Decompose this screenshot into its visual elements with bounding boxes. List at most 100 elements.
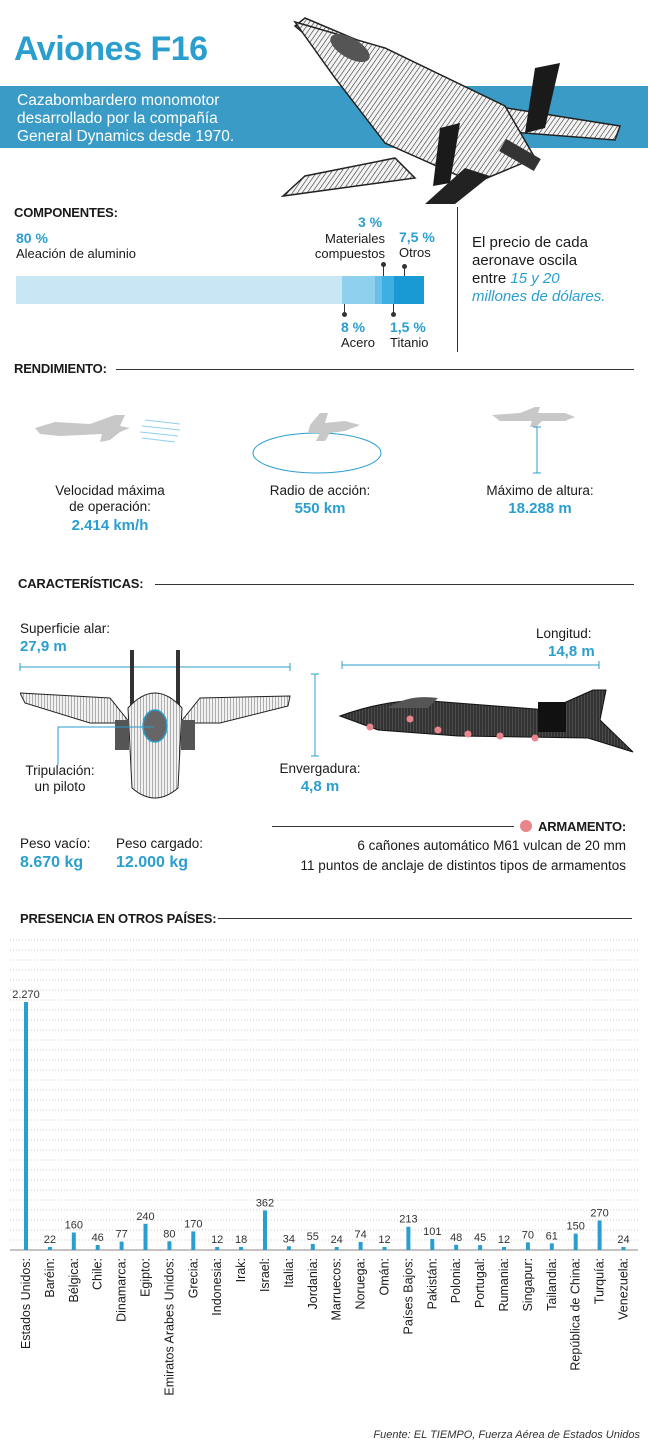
presence-bar-chart: 2.270 Estados Unidos: 22 Baréin: 160 Bélgica:…	[10, 939, 638, 1396]
category-label: Turquía:	[593, 1258, 607, 1304]
composites-connector	[383, 264, 384, 276]
bar	[263, 1210, 267, 1250]
category-label: Noruega:	[354, 1258, 368, 1309]
category-label: Irak:	[234, 1258, 248, 1282]
bar	[382, 1247, 387, 1250]
page-title: Aviones F16	[14, 30, 208, 68]
bar-value-label: 61	[546, 1230, 558, 1242]
span-value: 4,8 m	[300, 778, 340, 795]
bar	[239, 1247, 244, 1250]
category-label: Países Bajos:	[401, 1258, 415, 1334]
bar-value-label: 150	[567, 1221, 585, 1233]
bar	[502, 1247, 506, 1250]
subtitle: Cazabombardero monomotor desarrollado po…	[17, 92, 234, 146]
aluminium-percent: 80 %	[16, 230, 48, 246]
bar	[358, 1241, 363, 1250]
titanium-dot	[391, 312, 396, 317]
bar-value-label: 12	[378, 1234, 390, 1246]
wing-area-label: Superficie alar:	[20, 621, 111, 636]
bar-value-label: 362	[256, 1197, 274, 1209]
price-divider	[457, 207, 458, 352]
wing-area-dimension-line	[19, 663, 291, 671]
others-percent: 7,5 %	[399, 229, 435, 245]
performance-rule	[116, 369, 634, 370]
category-label: Egipto:	[139, 1258, 153, 1297]
length-dimension-line	[341, 661, 600, 669]
category-label: Indonesia:	[210, 1258, 224, 1316]
composites-dot	[381, 262, 386, 267]
category-label: Jordania:	[306, 1258, 320, 1309]
steel-percent: 8 %	[341, 319, 366, 335]
jet-top-illustration	[280, 17, 622, 204]
segment-others	[394, 276, 424, 304]
subtitle-line: General Dynamics desde 1970.	[17, 128, 235, 145]
price-line: aeronave oscila	[472, 252, 578, 269]
bar	[215, 1247, 220, 1250]
category-label: Omán:	[378, 1258, 392, 1296]
presence-title: PRESENCIA EN OTROS PAÍSES:	[20, 911, 217, 926]
others-dot	[402, 264, 407, 269]
speed-label-line: Velocidad máxima	[55, 483, 165, 498]
bar	[71, 1232, 76, 1250]
price-text: El precio de cada aeronave oscila entre …	[472, 234, 605, 306]
bar	[478, 1245, 483, 1250]
range-jet-icon	[252, 413, 382, 474]
category-label: Chile:	[91, 1258, 105, 1290]
category-label: Pakistán:	[425, 1258, 439, 1309]
category-label: Dinamarca:	[115, 1258, 129, 1322]
subtitle-line: desarrollado por la compañía	[17, 110, 218, 127]
bar-value-label: 12	[498, 1234, 510, 1246]
bar	[24, 1002, 28, 1250]
bar-value-label: 24	[331, 1234, 343, 1246]
price-range-unit: millones de dólares.	[472, 288, 606, 305]
composites-label-line: Materiales	[325, 231, 385, 246]
category-label: Singapur:	[521, 1258, 535, 1312]
length-label: Longitud:	[536, 626, 592, 641]
bar	[549, 1243, 554, 1250]
empty-weight-label: Peso vacío:	[20, 836, 91, 851]
bar	[119, 1241, 124, 1250]
speed-jet-icon	[35, 415, 181, 443]
steel-connector	[344, 304, 345, 314]
bar-value-label: 270	[590, 1208, 608, 1220]
category-label: Baréin:	[43, 1258, 57, 1298]
bar	[95, 1244, 100, 1250]
bar	[167, 1241, 172, 1250]
others-connector	[404, 266, 405, 276]
empty-weight-value: 8.670 kg	[20, 854, 84, 871]
range-value: 550 km	[294, 500, 346, 517]
bar-value-label: 160	[65, 1220, 83, 1232]
bar	[47, 1247, 52, 1250]
segment-aluminium	[16, 276, 342, 304]
bar	[286, 1246, 291, 1250]
bar	[334, 1247, 339, 1250]
category-label: Polonia:	[449, 1258, 463, 1303]
jet-side-illustration	[338, 689, 634, 753]
bar	[454, 1244, 459, 1250]
bar-value-label: 80	[163, 1228, 175, 1240]
armament-rule	[272, 826, 514, 827]
steel-label: Acero	[341, 335, 375, 350]
bar	[143, 1223, 148, 1250]
category-label: Tailandia:	[545, 1258, 559, 1311]
armament-title: ARMAMENTO:	[538, 819, 627, 834]
bar-value-label: 48	[450, 1232, 462, 1244]
category-label: Israel:	[258, 1258, 272, 1292]
bar	[406, 1226, 411, 1250]
price-line: El precio de cada	[472, 234, 588, 251]
steel-dot	[342, 312, 347, 317]
titanium-percent: 1,5 %	[390, 319, 426, 335]
altitude-jet-icon	[492, 407, 575, 474]
bar-value-label: 12	[211, 1234, 223, 1246]
bar	[191, 1231, 196, 1250]
category-label: Italia:	[282, 1258, 296, 1288]
characteristics-rule	[155, 584, 634, 585]
bar-value-label: 74	[354, 1229, 366, 1241]
bar-value-label: 34	[283, 1233, 295, 1245]
category-label: Venezuela:	[617, 1258, 631, 1320]
characteristics-title: CARACTERÍSTICAS:	[18, 576, 144, 591]
composites-percent: 3 %	[357, 214, 383, 230]
aluminium-label: Aleación de aluminio	[16, 246, 136, 261]
titanium-connector	[393, 304, 394, 314]
composites-label: Materiales compuestos	[300, 231, 385, 261]
